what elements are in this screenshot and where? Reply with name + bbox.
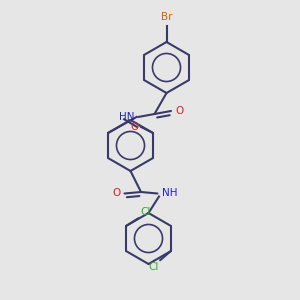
Text: O: O bbox=[130, 122, 138, 132]
Text: O: O bbox=[112, 188, 120, 199]
Text: Cl: Cl bbox=[140, 207, 150, 217]
Text: O: O bbox=[175, 106, 184, 116]
Text: NH: NH bbox=[162, 188, 178, 199]
Text: Cl: Cl bbox=[148, 262, 159, 272]
Text: HN: HN bbox=[119, 112, 134, 122]
Text: Br: Br bbox=[161, 13, 172, 22]
